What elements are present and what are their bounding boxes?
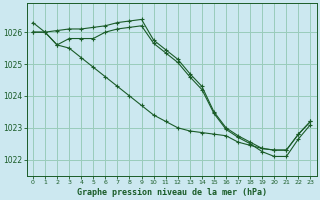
X-axis label: Graphe pression niveau de la mer (hPa): Graphe pression niveau de la mer (hPa) — [77, 188, 267, 197]
